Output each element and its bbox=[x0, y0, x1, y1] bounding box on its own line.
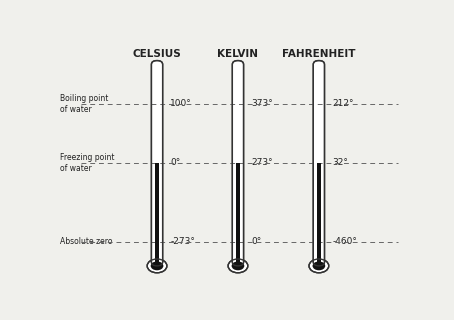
FancyBboxPatch shape bbox=[313, 60, 325, 266]
Text: 373°: 373° bbox=[252, 99, 273, 108]
Text: Freezing point
of water: Freezing point of water bbox=[60, 153, 115, 173]
FancyBboxPatch shape bbox=[232, 60, 244, 266]
Bar bbox=[317, 163, 321, 266]
Bar bbox=[155, 163, 159, 266]
Text: 32°: 32° bbox=[332, 158, 348, 167]
Circle shape bbox=[312, 261, 325, 270]
Text: -460°: -460° bbox=[332, 237, 357, 246]
Text: CELSIUS: CELSIUS bbox=[133, 50, 182, 60]
Text: Absolute zero: Absolute zero bbox=[60, 237, 113, 246]
Bar bbox=[236, 163, 240, 266]
Circle shape bbox=[151, 261, 163, 270]
Text: 0°: 0° bbox=[170, 158, 181, 167]
Text: FAHRENHEIT: FAHRENHEIT bbox=[282, 50, 355, 60]
Text: 100°: 100° bbox=[170, 99, 192, 108]
Circle shape bbox=[147, 259, 167, 273]
Circle shape bbox=[309, 259, 329, 273]
Text: 212°: 212° bbox=[332, 99, 354, 108]
Text: -273°: -273° bbox=[170, 237, 195, 246]
Circle shape bbox=[232, 261, 244, 270]
FancyBboxPatch shape bbox=[151, 60, 163, 266]
Circle shape bbox=[228, 259, 248, 273]
Text: Boiling point
of water: Boiling point of water bbox=[60, 94, 109, 114]
Text: 0°: 0° bbox=[252, 237, 262, 246]
Text: KELVIN: KELVIN bbox=[217, 50, 258, 60]
Text: 273°: 273° bbox=[252, 158, 273, 167]
